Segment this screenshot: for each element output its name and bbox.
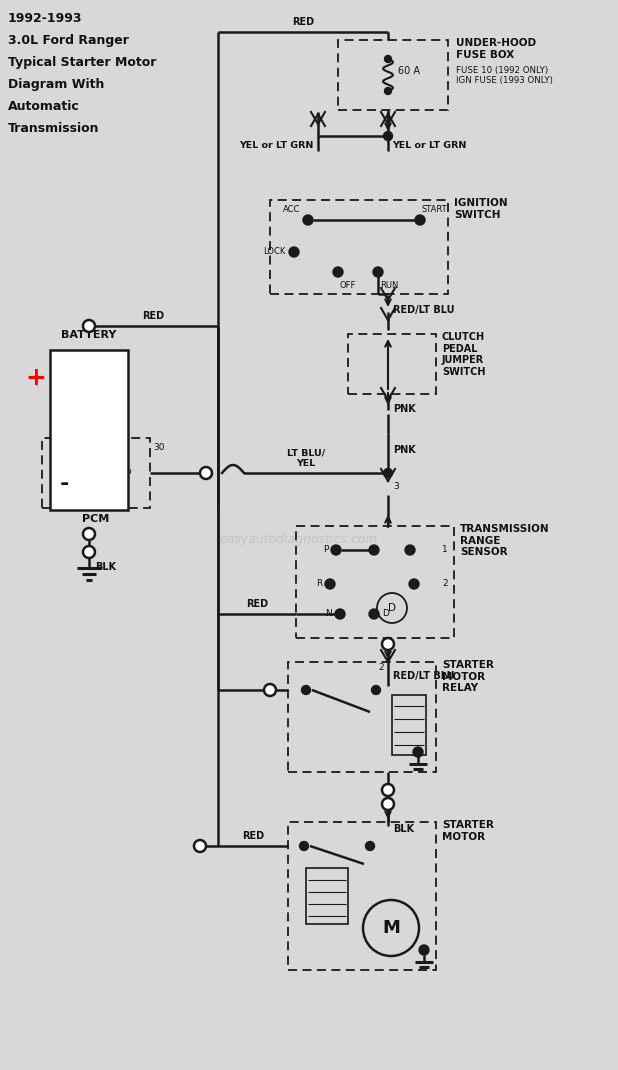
Text: TRANSMISSION
RANGE
SENSOR: TRANSMISSION RANGE SENSOR <box>460 524 549 557</box>
Text: PNK: PNK <box>393 445 416 455</box>
Circle shape <box>382 798 394 810</box>
Text: N: N <box>325 610 332 618</box>
Circle shape <box>200 467 212 479</box>
Circle shape <box>373 268 383 277</box>
Circle shape <box>371 686 381 694</box>
Circle shape <box>289 247 299 257</box>
Circle shape <box>405 545 415 555</box>
Text: RED/LT BLU: RED/LT BLU <box>393 671 454 681</box>
Circle shape <box>384 56 391 62</box>
Text: OFF: OFF <box>340 281 357 290</box>
Text: 2: 2 <box>378 663 384 673</box>
Text: Diagram With: Diagram With <box>8 78 104 91</box>
Text: ACC: ACC <box>282 205 300 214</box>
Text: D: D <box>382 610 389 618</box>
Circle shape <box>415 215 425 225</box>
Text: LT BLU/
YEL: LT BLU/ YEL <box>287 448 325 468</box>
Circle shape <box>333 268 343 277</box>
Text: UNDER-HOOD
FUSE BOX: UNDER-HOOD FUSE BOX <box>456 39 536 60</box>
Text: RED: RED <box>142 311 164 321</box>
Text: BATTERY: BATTERY <box>61 330 117 340</box>
Circle shape <box>365 841 375 851</box>
Circle shape <box>413 747 423 756</box>
Text: Transmission: Transmission <box>8 122 99 135</box>
Text: LOCK: LOCK <box>264 247 286 257</box>
Text: 1992-1993: 1992-1993 <box>8 12 82 25</box>
Text: Typical Starter Motor: Typical Starter Motor <box>8 56 156 68</box>
Circle shape <box>194 840 206 852</box>
Circle shape <box>384 469 392 477</box>
Text: BLK: BLK <box>95 562 116 572</box>
Circle shape <box>384 88 391 94</box>
Circle shape <box>302 686 310 694</box>
Circle shape <box>369 545 379 555</box>
Text: 60 A: 60 A <box>398 66 420 76</box>
Circle shape <box>382 784 394 796</box>
Circle shape <box>335 609 345 620</box>
Text: 3: 3 <box>393 482 399 491</box>
Text: D: D <box>388 603 396 613</box>
Text: START: START <box>422 205 447 214</box>
Text: PCM: PCM <box>82 514 109 524</box>
Text: 2: 2 <box>442 580 448 589</box>
Text: M: M <box>382 919 400 937</box>
Circle shape <box>419 945 429 956</box>
Text: IGNITION
SWITCH: IGNITION SWITCH <box>454 198 507 219</box>
Circle shape <box>83 546 95 557</box>
Circle shape <box>409 579 419 588</box>
Text: RED/LT BLU: RED/LT BLU <box>393 305 454 315</box>
Text: P: P <box>323 546 328 554</box>
Text: RUN: RUN <box>380 281 399 290</box>
Text: easyautodiagnostics.com: easyautodiagnostics.com <box>220 534 378 547</box>
Circle shape <box>303 215 313 225</box>
Text: -: - <box>59 474 69 494</box>
Text: 3.0L Ford Ranger: 3.0L Ford Ranger <box>8 34 129 47</box>
Text: PNK: PNK <box>393 404 416 414</box>
Circle shape <box>325 579 335 588</box>
Text: STARTER
MOTOR
RELAY: STARTER MOTOR RELAY <box>442 660 494 693</box>
Text: RED: RED <box>242 831 264 841</box>
Circle shape <box>300 841 308 851</box>
Text: Automatic: Automatic <box>8 100 80 113</box>
Circle shape <box>83 320 95 332</box>
Text: 30: 30 <box>153 443 164 453</box>
Text: 1: 1 <box>442 546 448 554</box>
Text: STARTER
MOTOR: STARTER MOTOR <box>442 820 494 842</box>
Circle shape <box>369 609 379 620</box>
Text: +: + <box>25 366 46 389</box>
Text: YEL or LT GRN: YEL or LT GRN <box>392 141 467 150</box>
Text: PNP: PNP <box>114 469 132 477</box>
Text: RED: RED <box>246 599 268 609</box>
Text: FUSE 10 (1992 ONLY)
IGN FUSE (1993 ONLY): FUSE 10 (1992 ONLY) IGN FUSE (1993 ONLY) <box>456 66 553 86</box>
Text: YEL or LT GRN: YEL or LT GRN <box>240 141 314 150</box>
Circle shape <box>331 545 341 555</box>
Text: R: R <box>316 580 322 589</box>
Text: CLUTCH
PEDAL
JUMPER
SWITCH: CLUTCH PEDAL JUMPER SWITCH <box>442 332 486 377</box>
Text: RED: RED <box>292 17 314 27</box>
Circle shape <box>264 684 276 696</box>
FancyBboxPatch shape <box>50 350 128 510</box>
Text: BLK: BLK <box>393 824 414 834</box>
Circle shape <box>83 528 95 540</box>
Circle shape <box>382 638 394 649</box>
Circle shape <box>384 132 392 140</box>
